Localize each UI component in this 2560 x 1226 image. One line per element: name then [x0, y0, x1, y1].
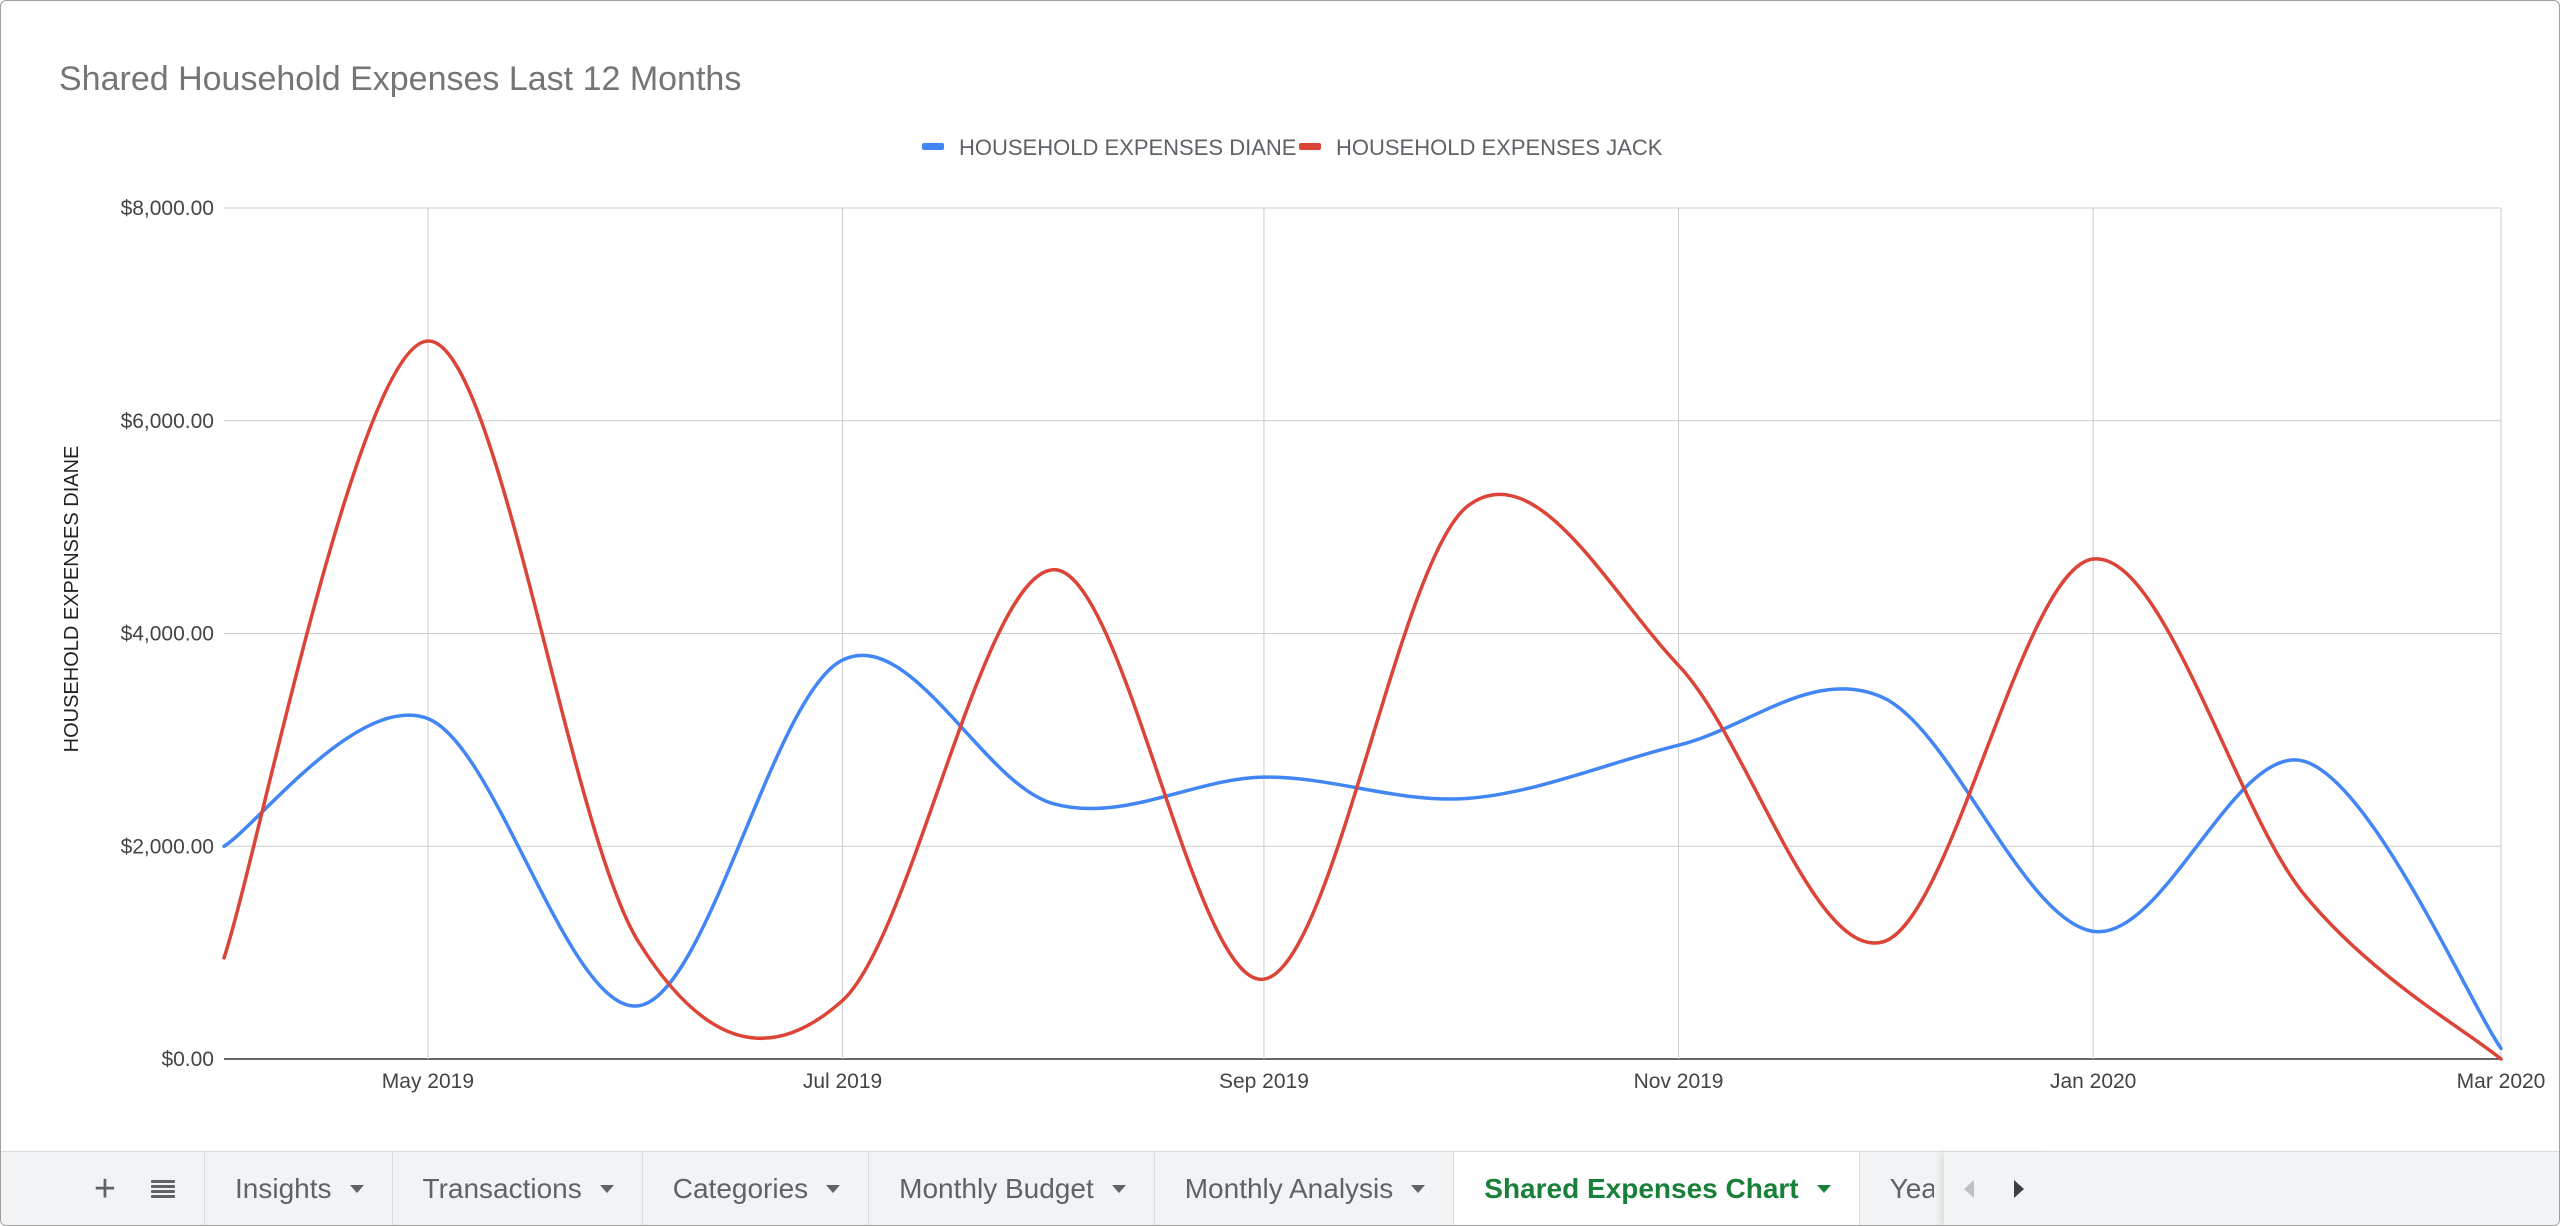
legend-swatch-diane [922, 143, 944, 150]
x-tick-label: Nov 2019 [1634, 1070, 1724, 1093]
series-line-diane[interactable] [222, 653, 2503, 1051]
y-axis-title: HOUSEHOLD EXPENSES DIANE [61, 446, 83, 753]
y-tick-label: $8,000.00 [121, 197, 214, 220]
chart-legend: HOUSEHOLD EXPENSES DIANE HOUSEHOLD EXPEN… [922, 135, 1663, 160]
y-tick-label: $0.00 [161, 1048, 214, 1071]
x-tick-label: Jan 2020 [2050, 1070, 2136, 1093]
x-tick-label: May 2019 [382, 1070, 474, 1093]
tab-monthly-budget[interactable]: Monthly Budget [868, 1152, 1154, 1225]
chevron-down-icon[interactable] [349, 1185, 364, 1193]
y-tick-label: $2,000.00 [121, 835, 214, 858]
sheet-tab-bar: + Insights Transactions Categories Month… [1, 1151, 2559, 1225]
scroll-left-icon[interactable] [1964, 1180, 1974, 1198]
tab-label: Categories [672, 1173, 809, 1204]
chevron-down-icon[interactable] [826, 1185, 841, 1193]
legend-swatch-jack [1299, 143, 1321, 150]
chart-gridlines [224, 207, 2502, 1060]
chevron-down-icon[interactable] [1816, 1185, 1831, 1193]
x-tick-label: Sep 2019 [1219, 1070, 1309, 1093]
list-icon[interactable] [139, 1152, 187, 1225]
x-axis-tick-labels: May 2019 Jul 2019 Sep 2019 Nov 2019 Jan 2020… [382, 1070, 2546, 1093]
y-axis-tick-labels: $0.00 $2,000.00 $4,000.00 $6,000.00 $8,000.0… [121, 197, 214, 1071]
tab-scroll-controls [1944, 1152, 2044, 1225]
chevron-down-icon[interactable] [1411, 1185, 1426, 1193]
tab-monthly-analysis[interactable]: Monthly Analysis [1153, 1152, 1454, 1225]
tab-label: Transactions [422, 1173, 582, 1204]
tab-shared-expenses-chart[interactable]: Shared Expenses Chart [1453, 1152, 1859, 1225]
tab-yearly[interactable]: Yea [1858, 1152, 1934, 1225]
tab-transactions[interactable]: Transactions [391, 1152, 642, 1225]
line-chart[interactable]: Shared Household Expenses Last 12 Months… [1, 1, 2560, 1151]
tab-label: Monthly Budget [899, 1173, 1094, 1204]
tab-categories[interactable]: Categories [641, 1152, 868, 1225]
chart-title: Shared Household Expenses Last 12 Months [59, 60, 741, 98]
tab-label: Yea [1889, 1173, 1934, 1204]
chevron-down-icon[interactable] [599, 1185, 614, 1193]
x-tick-label: Mar 2020 [2457, 1070, 2546, 1093]
tab-insights[interactable]: Insights [204, 1152, 392, 1225]
plus-icon[interactable]: + [93, 1167, 117, 1210]
sheet-tabs: Insights Transactions Categories Monthly… [204, 1152, 1934, 1225]
y-tick-label: $4,000.00 [121, 623, 214, 646]
scroll-right-icon[interactable] [2014, 1180, 2024, 1198]
x-tick-label: Jul 2019 [803, 1070, 882, 1093]
y-tick-label: $6,000.00 [121, 410, 214, 433]
legend-label-jack: HOUSEHOLD EXPENSES JACK [1336, 135, 1663, 160]
chart-series [222, 339, 2503, 1061]
tab-label: Insights [235, 1173, 332, 1204]
chevron-down-icon[interactable] [1111, 1185, 1126, 1193]
tab-label: Monthly Analysis [1184, 1173, 1394, 1204]
tab-label: Shared Expenses Chart [1484, 1173, 1799, 1204]
series-line-jack[interactable] [222, 339, 2503, 1061]
legend-label-diane: HOUSEHOLD EXPENSES DIANE [959, 135, 1296, 160]
